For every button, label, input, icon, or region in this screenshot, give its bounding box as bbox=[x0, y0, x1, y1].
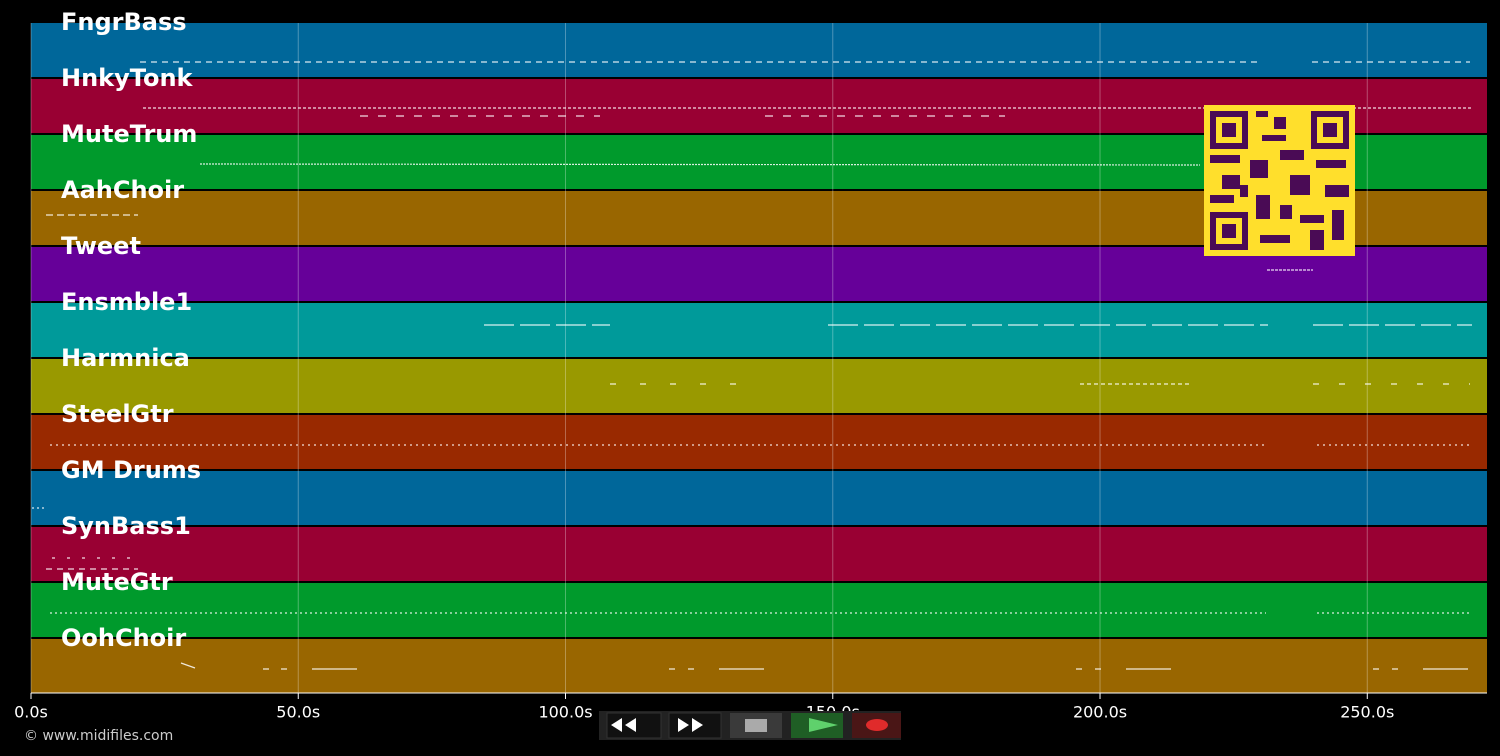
rewind-button[interactable] bbox=[606, 712, 662, 739]
track-name: GM Drums bbox=[61, 456, 201, 484]
track-lane bbox=[31, 303, 1487, 357]
x-tick-label: 100.0s bbox=[538, 703, 592, 722]
track-lane bbox=[31, 23, 1487, 77]
track-name: MuteTrum bbox=[61, 120, 197, 148]
play-button[interactable] bbox=[791, 713, 843, 738]
track-name: SynBass1 bbox=[61, 512, 191, 540]
track-name: FngrBass bbox=[61, 8, 187, 36]
track-lane bbox=[31, 415, 1487, 469]
stop-button[interactable] bbox=[730, 713, 782, 738]
track-name: AahChoir bbox=[61, 176, 184, 204]
x-tick-label: 250.0s bbox=[1340, 703, 1394, 722]
track-lane bbox=[31, 471, 1487, 525]
track-name: Harmnica bbox=[61, 344, 190, 372]
footer: © www.midifiles.com bbox=[24, 728, 173, 744]
x-tick-label: 200.0s bbox=[1073, 703, 1127, 722]
record-button[interactable] bbox=[852, 713, 901, 738]
notes bbox=[32, 61, 1472, 670]
track-name: Ensmble1 bbox=[61, 288, 192, 316]
qr-code bbox=[1204, 105, 1355, 256]
track-lane bbox=[31, 359, 1487, 413]
track-name: HnkyTonk bbox=[61, 64, 194, 92]
track-name: OohChoir bbox=[61, 624, 186, 652]
track-name: Tweet bbox=[61, 232, 141, 260]
transport-controls bbox=[599, 711, 901, 740]
x-tick-label: 50.0s bbox=[276, 703, 320, 722]
track-name: SteelGtr bbox=[61, 400, 174, 428]
track-lane bbox=[31, 583, 1487, 637]
x-tick-label: 0.0s bbox=[14, 703, 48, 722]
forward-button[interactable] bbox=[668, 712, 722, 739]
track-lane bbox=[31, 527, 1487, 581]
track-name: MuteGtr bbox=[61, 568, 173, 596]
track-lane bbox=[31, 639, 1487, 693]
